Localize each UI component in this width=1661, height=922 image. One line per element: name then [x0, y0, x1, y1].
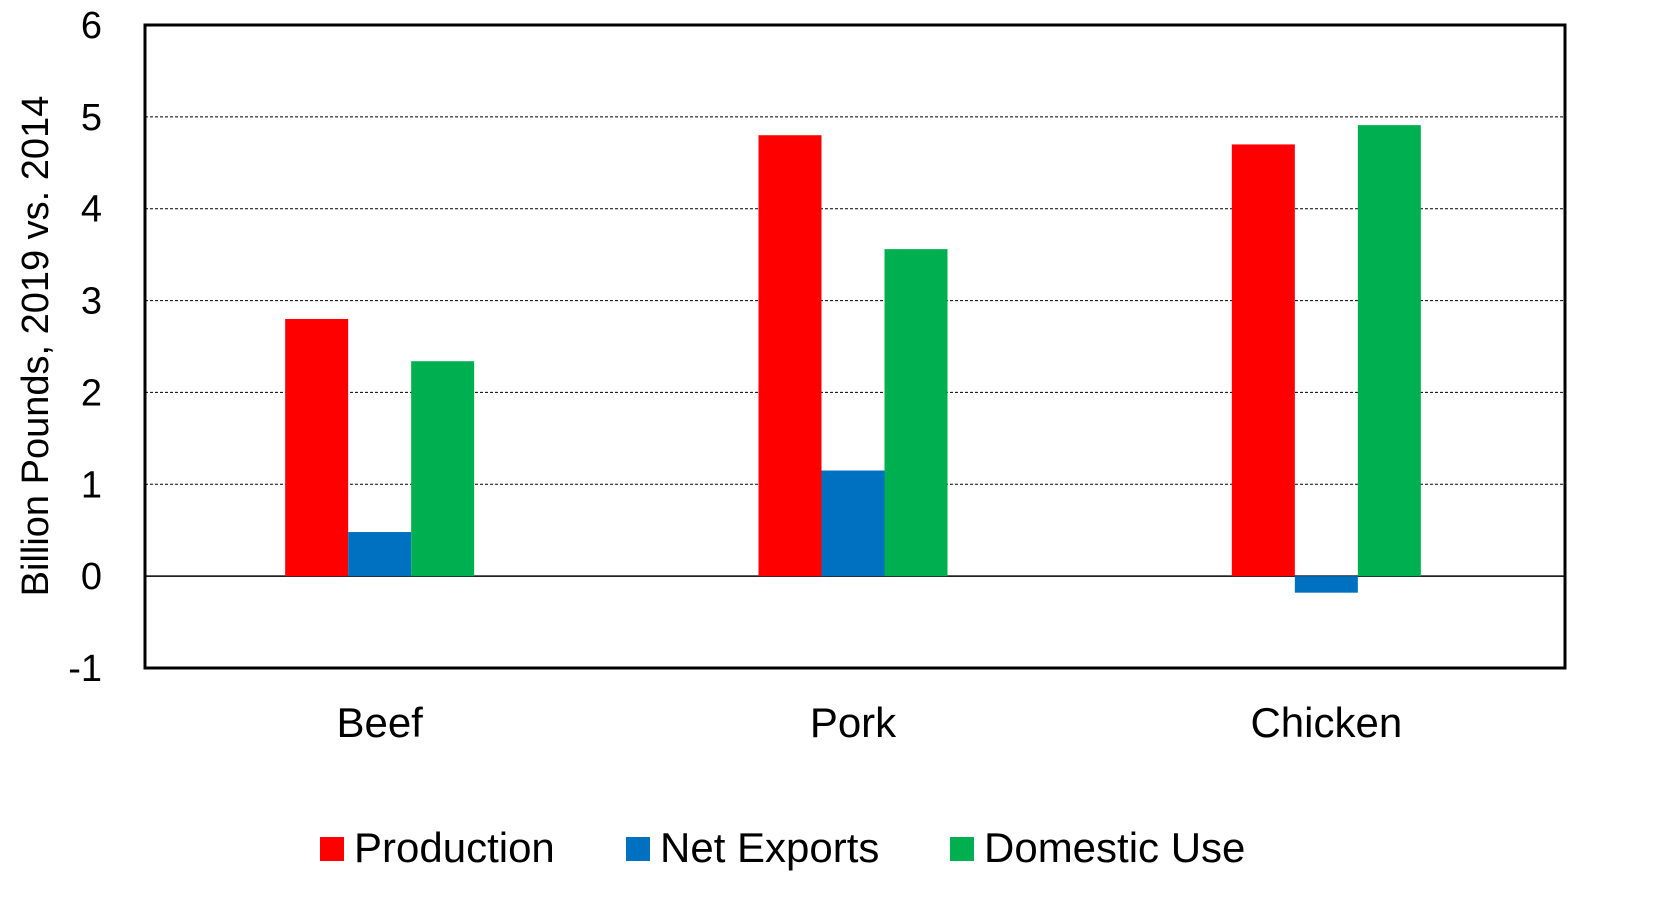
plot-frame [143, 23, 1567, 670]
legend-swatch [950, 837, 974, 861]
bar-domestic-use-chicken [1357, 125, 1421, 577]
y-axis-title: Billion Pounds, 2019 vs. 2014 [15, 96, 57, 597]
bars [285, 125, 1421, 593]
y-tick-label: 0 [81, 556, 102, 598]
bar-production-beef [285, 318, 349, 577]
y-tick-label: 2 [81, 372, 102, 414]
x-category-labels: Beef Pork Chicken [336, 699, 1402, 746]
bar-net-exports-beef [348, 532, 412, 577]
y-tick-label: 3 [81, 281, 102, 323]
legend-label: Net Exports [660, 824, 879, 871]
legend-swatch [626, 837, 650, 861]
y-tick-label: 1 [81, 464, 102, 506]
legend-swatch [320, 837, 344, 861]
bar-production-pork [758, 135, 822, 577]
bar-production-chicken [1231, 144, 1295, 577]
legend-label: Domestic Use [984, 824, 1245, 871]
y-tick-labels: -1 0 1 2 3 4 5 6 [68, 5, 102, 690]
x-category-label: Chicken [1250, 699, 1402, 746]
bar-domestic-use-beef [411, 361, 475, 577]
y-tick-label: 6 [81, 5, 102, 47]
legend-label: Production [354, 824, 555, 871]
gridlines [145, 116, 1565, 485]
y-tick-label: -1 [68, 648, 102, 690]
bar-domestic-use-pork [884, 249, 948, 577]
x-category-label: Pork [810, 699, 897, 746]
legend: Production Net Exports Domestic Use [320, 824, 1245, 871]
x-category-label: Beef [336, 699, 423, 746]
bar-net-exports-pork [821, 470, 885, 577]
y-tick-label: 4 [81, 189, 102, 231]
y-tick-label: 5 [81, 97, 102, 139]
bar-net-exports-chicken [1294, 576, 1358, 593]
